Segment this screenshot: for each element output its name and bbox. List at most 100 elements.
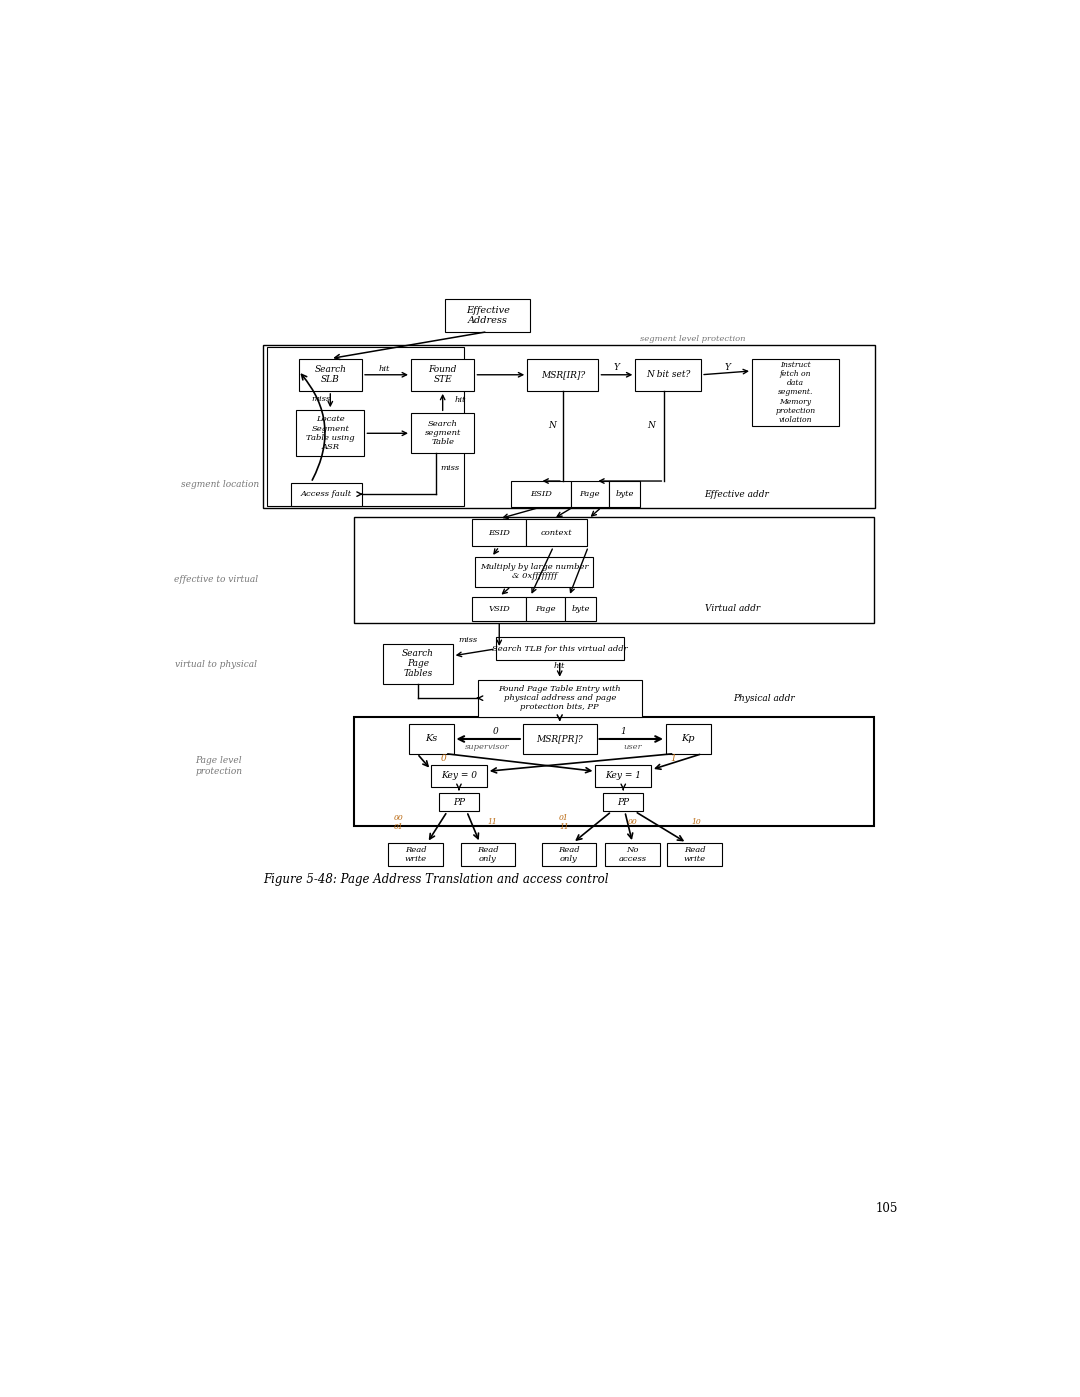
- FancyBboxPatch shape: [438, 793, 480, 812]
- FancyBboxPatch shape: [298, 359, 362, 391]
- Text: Page: Page: [580, 490, 600, 499]
- Text: Effective
Address: Effective Address: [465, 306, 510, 326]
- Text: ESID: ESID: [530, 490, 552, 499]
- FancyBboxPatch shape: [603, 793, 644, 812]
- FancyBboxPatch shape: [752, 359, 839, 426]
- FancyBboxPatch shape: [667, 842, 721, 866]
- Text: Effective addr: Effective addr: [704, 489, 769, 499]
- Text: Multiply by large number
& 0xffffffff: Multiply by large number & 0xffffffff: [480, 563, 589, 581]
- Text: Figure 5-48: Page Address Translation and access control: Figure 5-48: Page Address Translation an…: [262, 873, 608, 886]
- FancyBboxPatch shape: [262, 345, 875, 509]
- Text: Found Page Table Entry with
physical address and page
protection bits, PP: Found Page Table Entry with physical add…: [498, 685, 621, 711]
- FancyBboxPatch shape: [526, 597, 565, 622]
- Text: Search
Page
Tables: Search Page Tables: [402, 648, 434, 679]
- FancyBboxPatch shape: [526, 518, 586, 546]
- Text: user: user: [623, 743, 642, 752]
- FancyBboxPatch shape: [296, 411, 364, 457]
- Text: hit: hit: [554, 662, 566, 669]
- Text: segment location: segment location: [181, 481, 259, 489]
- FancyBboxPatch shape: [606, 842, 660, 866]
- FancyBboxPatch shape: [267, 346, 464, 506]
- Text: ESID: ESID: [488, 528, 510, 536]
- Text: Y: Y: [615, 363, 620, 372]
- Text: PP: PP: [618, 798, 630, 806]
- Text: VSID: VSID: [488, 605, 510, 613]
- Text: Ks: Ks: [424, 735, 437, 743]
- Text: 11: 11: [488, 819, 498, 826]
- FancyBboxPatch shape: [445, 299, 530, 331]
- FancyBboxPatch shape: [410, 414, 474, 453]
- FancyBboxPatch shape: [523, 725, 596, 753]
- Text: byte: byte: [571, 605, 590, 613]
- Text: 01
11: 01 11: [559, 813, 569, 831]
- Text: Read
only: Read only: [476, 845, 499, 863]
- FancyBboxPatch shape: [408, 725, 454, 753]
- FancyBboxPatch shape: [570, 481, 609, 507]
- FancyBboxPatch shape: [635, 359, 701, 391]
- Text: Key = 1: Key = 1: [605, 771, 642, 781]
- FancyBboxPatch shape: [565, 597, 596, 622]
- Text: 105: 105: [876, 1203, 899, 1215]
- Text: Instruct
fetch on
data
segment.
Memory
protection
violation: Instruct fetch on data segment. Memory p…: [775, 360, 815, 425]
- Text: Y: Y: [725, 363, 731, 372]
- Text: Kp: Kp: [681, 735, 696, 743]
- FancyBboxPatch shape: [431, 766, 487, 787]
- FancyBboxPatch shape: [353, 717, 875, 826]
- Text: effective to virtual: effective to virtual: [174, 576, 258, 584]
- Text: Search TLB for this virtual addr: Search TLB for this virtual addr: [491, 645, 627, 652]
- Text: Access fault: Access fault: [301, 490, 352, 499]
- Text: MSR[PR]?: MSR[PR]?: [537, 735, 583, 743]
- FancyBboxPatch shape: [666, 725, 711, 753]
- FancyBboxPatch shape: [460, 842, 515, 866]
- FancyBboxPatch shape: [475, 557, 593, 587]
- Text: N bit set?: N bit set?: [646, 370, 690, 379]
- Text: Read
write: Read write: [405, 845, 427, 863]
- Text: 1: 1: [671, 754, 676, 763]
- Text: hit: hit: [379, 365, 390, 373]
- FancyBboxPatch shape: [291, 482, 362, 506]
- FancyBboxPatch shape: [410, 359, 474, 391]
- FancyBboxPatch shape: [496, 637, 623, 661]
- Text: 10: 10: [691, 819, 701, 826]
- Text: virtual to physical: virtual to physical: [175, 659, 257, 669]
- Text: Search
segment
Table: Search segment Table: [424, 420, 461, 447]
- Text: miss: miss: [441, 464, 460, 472]
- Text: miss: miss: [311, 394, 330, 402]
- FancyBboxPatch shape: [472, 597, 526, 622]
- FancyBboxPatch shape: [527, 359, 598, 391]
- Text: Page level
protection: Page level protection: [195, 756, 242, 775]
- FancyBboxPatch shape: [389, 842, 443, 866]
- FancyBboxPatch shape: [472, 518, 526, 546]
- Text: No
access: No access: [619, 845, 647, 863]
- Text: 0: 0: [441, 754, 446, 763]
- Text: byte: byte: [616, 490, 634, 499]
- Text: Virtual addr: Virtual addr: [704, 605, 759, 613]
- FancyBboxPatch shape: [609, 481, 640, 507]
- FancyBboxPatch shape: [477, 680, 642, 717]
- Text: Read
only: Read only: [558, 845, 580, 863]
- Text: segment level protection: segment level protection: [640, 334, 746, 342]
- FancyBboxPatch shape: [383, 644, 453, 683]
- Text: MSR[IR]?: MSR[IR]?: [541, 370, 585, 379]
- Text: Page: Page: [536, 605, 556, 613]
- FancyBboxPatch shape: [595, 766, 651, 787]
- Text: Key = 0: Key = 0: [441, 771, 477, 781]
- Text: supervisor: supervisor: [465, 743, 510, 752]
- Text: Found
STE: Found STE: [429, 365, 457, 384]
- Text: Locate
Segment
Table using
ASR: Locate Segment Table using ASR: [306, 415, 354, 451]
- FancyBboxPatch shape: [542, 842, 596, 866]
- Text: 1: 1: [620, 726, 626, 736]
- Text: 00: 00: [627, 819, 637, 826]
- FancyBboxPatch shape: [353, 517, 875, 623]
- Text: Physical addr: Physical addr: [733, 694, 795, 703]
- Text: Search
SLB: Search SLB: [314, 365, 347, 384]
- Text: 00
01: 00 01: [393, 813, 403, 831]
- Text: PP: PP: [453, 798, 465, 806]
- FancyBboxPatch shape: [511, 481, 570, 507]
- Text: 0: 0: [492, 726, 498, 736]
- Text: Read
write: Read write: [684, 845, 705, 863]
- Text: context: context: [541, 528, 572, 536]
- Text: N: N: [647, 420, 656, 430]
- Text: hit: hit: [455, 397, 465, 404]
- Text: miss: miss: [459, 637, 477, 644]
